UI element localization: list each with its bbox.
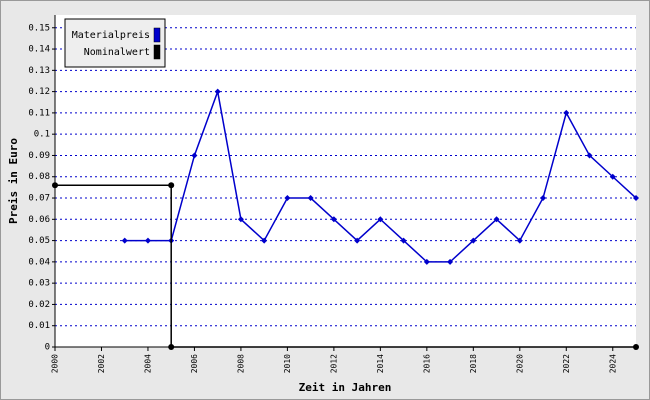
x-tick-label: 2010 <box>283 354 292 373</box>
legend-box <box>64 18 166 68</box>
point <box>470 237 477 244</box>
point <box>307 195 314 202</box>
y-tick-label: 0.01 <box>28 321 50 331</box>
y-tick-label: 0.08 <box>28 172 50 182</box>
y-tick-label: 0.09 <box>28 151 50 161</box>
x-tick-label: 2016 <box>422 354 431 373</box>
point <box>354 237 361 244</box>
x-tick-label: 2006 <box>190 354 199 373</box>
x-tick-label: 2012 <box>329 354 338 373</box>
series-line <box>55 184 636 348</box>
legend-label: Materialpreis <box>72 30 150 41</box>
point <box>168 182 175 189</box>
point <box>214 88 221 95</box>
point <box>377 216 384 223</box>
x-tick-label: 2014 <box>376 354 385 373</box>
point <box>423 258 430 265</box>
y-tick-label: 0 <box>45 343 50 353</box>
point <box>121 237 128 244</box>
y-tick-label: 0.12 <box>28 87 50 97</box>
point <box>633 195 639 202</box>
y-tick-label: 0.11 <box>28 108 50 118</box>
point <box>237 216 244 223</box>
point <box>447 258 454 265</box>
x-tick-label: 2018 <box>469 354 478 373</box>
y-tick-label: 0.03 <box>28 279 50 289</box>
legend-swatch <box>153 44 161 60</box>
y-axis-title: Preis in Euro <box>7 138 20 224</box>
point <box>586 152 593 159</box>
y-tick-label: 0.02 <box>28 300 50 310</box>
point <box>400 237 407 244</box>
y-tick-label: 0.05 <box>28 236 50 246</box>
x-tick-label: 2008 <box>236 354 245 373</box>
legend-swatch <box>153 27 161 43</box>
point <box>144 237 151 244</box>
y-tick-label: 0.06 <box>28 215 50 225</box>
x-tick-label: 2004 <box>143 354 152 373</box>
x-tick-label: 2022 <box>562 354 571 373</box>
legend-label: Nominalwert <box>84 47 150 58</box>
point <box>493 216 500 223</box>
point <box>261 237 268 244</box>
point <box>633 344 639 350</box>
x-axis-title: Zeit in Jahren <box>299 381 392 394</box>
point <box>168 344 175 350</box>
y-tick-label: 0.07 <box>28 194 50 204</box>
point <box>284 195 291 202</box>
x-tick-label: 2000 <box>51 354 60 373</box>
point <box>330 216 337 223</box>
y-tick-label: 0.15 <box>28 23 50 33</box>
x-tick-label: 2002 <box>97 354 106 373</box>
point <box>191 152 198 159</box>
point <box>516 237 523 244</box>
x-tick-label: 2024 <box>608 354 617 373</box>
point <box>540 195 547 202</box>
x-tick-label: 2020 <box>515 354 524 373</box>
y-tick-label: 0.1 <box>34 130 50 140</box>
point <box>609 173 616 180</box>
y-tick-label: 0.13 <box>28 66 50 76</box>
point <box>52 182 58 189</box>
y-tick-label: 0.14 <box>28 45 50 55</box>
point <box>563 109 570 116</box>
y-tick-label: 0.04 <box>28 257 50 267</box>
